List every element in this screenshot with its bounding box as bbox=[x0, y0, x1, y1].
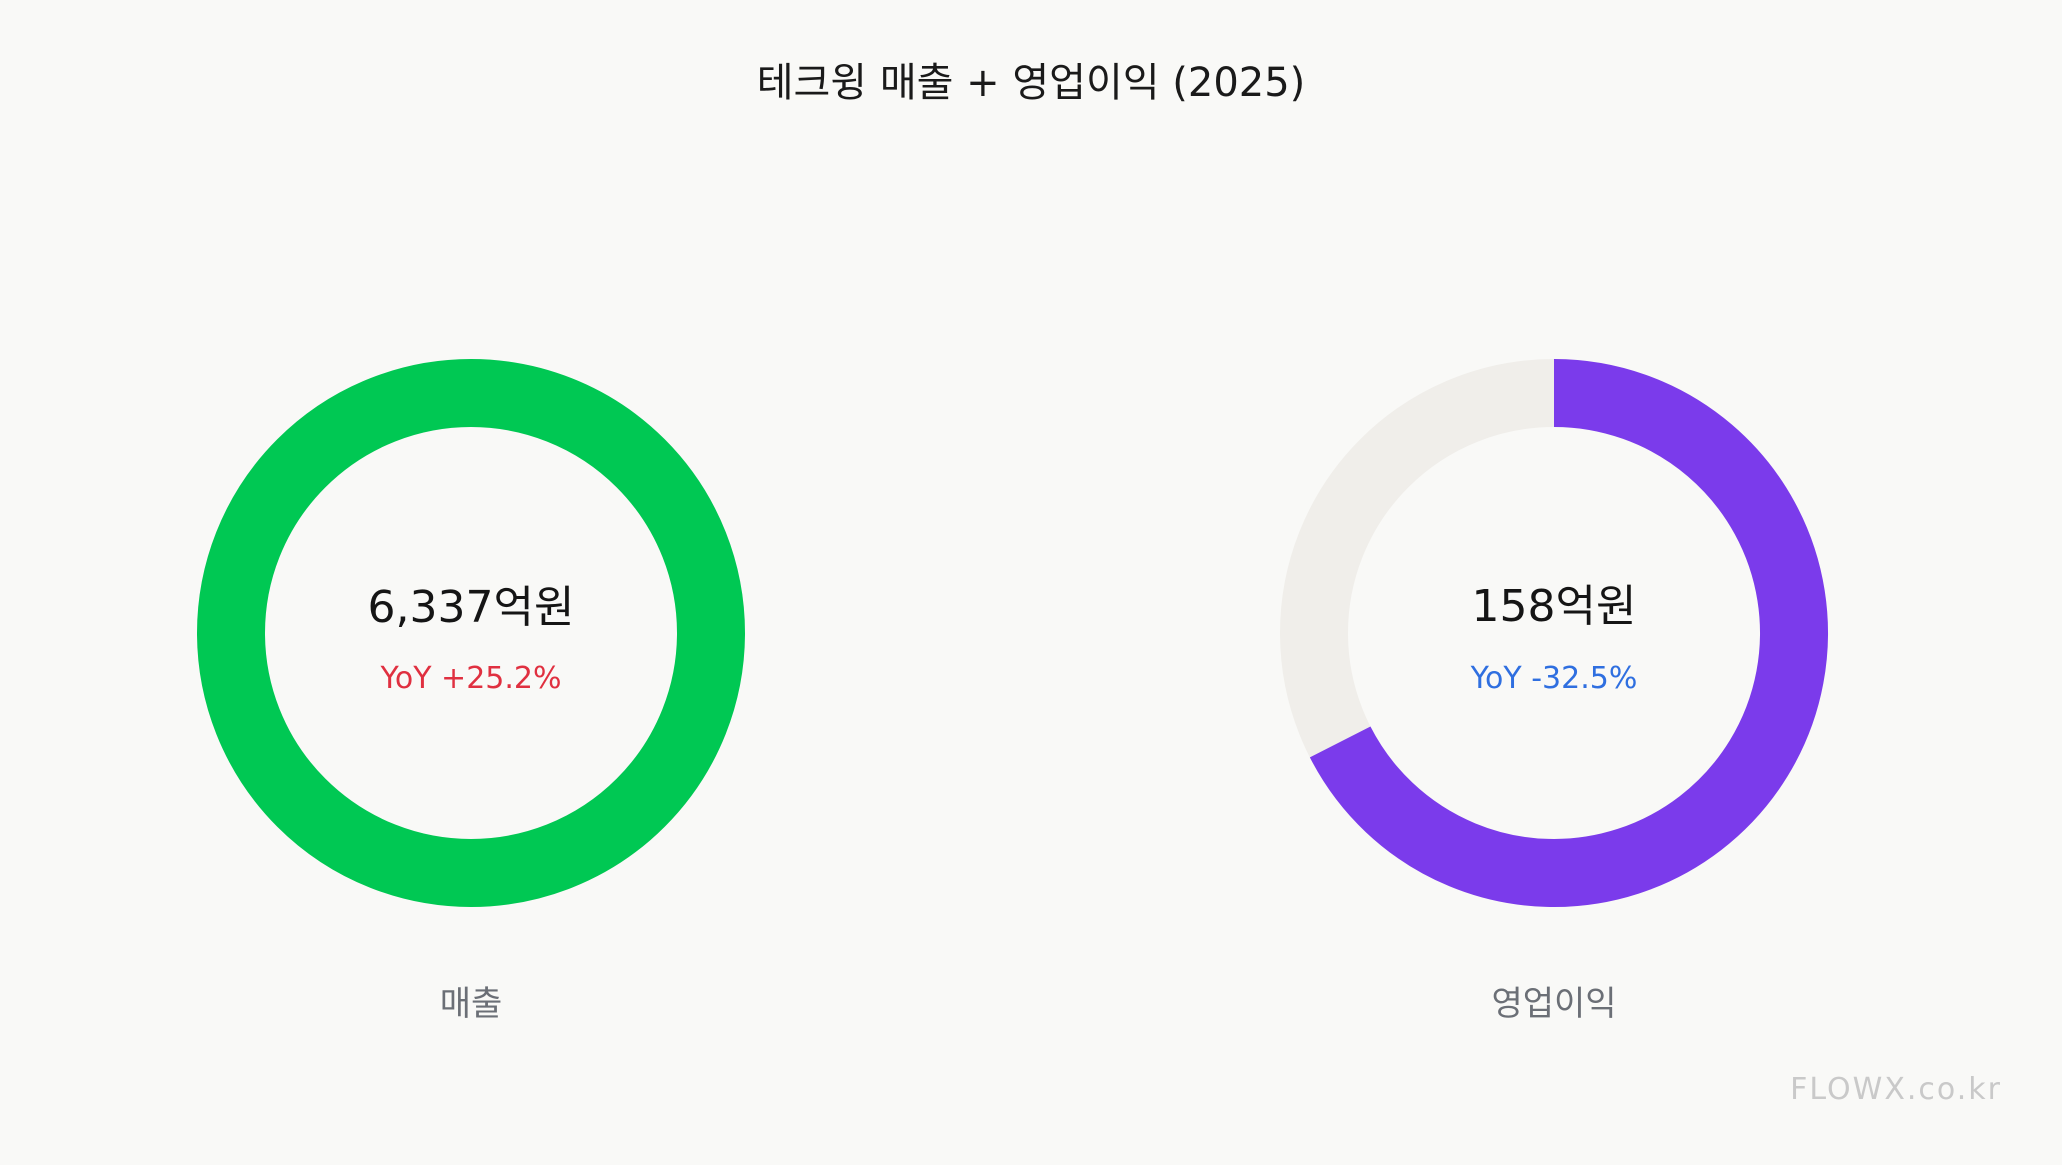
revenue-yoy-label: YoY +25.2% bbox=[380, 661, 562, 696]
operating-profit-yoy-label: YoY -32.5% bbox=[1470, 661, 1638, 696]
donut-slice bbox=[1309, 359, 1828, 907]
operating-profit-value-label: 158억원 bbox=[1471, 581, 1637, 632]
donut-revenue bbox=[197, 359, 745, 907]
revenue-category-label: 매출 bbox=[439, 984, 503, 1024]
donut-slice bbox=[197, 359, 745, 907]
operating-profit-category-label: 영업이익 bbox=[1491, 984, 1617, 1024]
revenue-value-label: 6,337억원 bbox=[367, 582, 575, 633]
watermark: FLOWX.co.kr bbox=[1790, 1072, 2002, 1107]
donut-operating-profit bbox=[1280, 359, 1828, 907]
chart-title: 테크윙 매출 + 영업이익 (2025) bbox=[756, 60, 1306, 106]
